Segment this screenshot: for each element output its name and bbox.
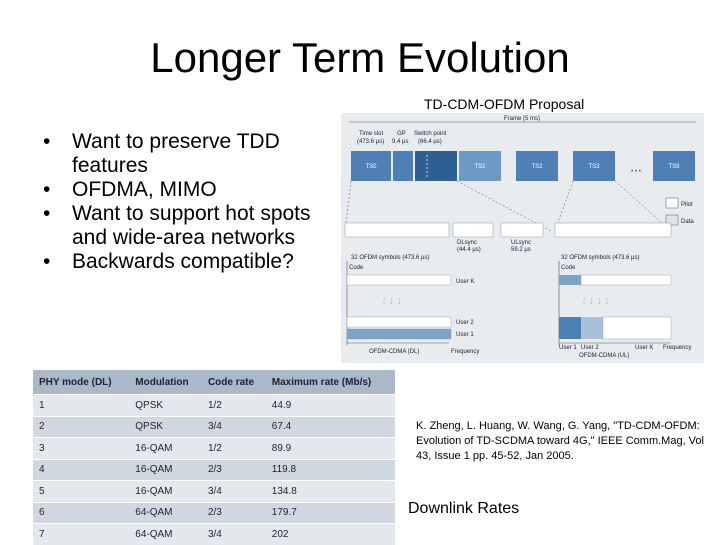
bullet-list: • Want to preserve TDD features • OFDMA, M… — [40, 130, 330, 274]
table-cell: 2 — [33, 415, 130, 438]
table-header-row: PHY mode (DL) Modulation Code rate Maxim… — [33, 370, 395, 395]
ul-user-1: User 1 — [559, 345, 577, 351]
table-cell: 67.4 — [265, 415, 395, 438]
table-cell: 134.8 — [265, 480, 395, 502]
dl-dots: ⋮ ⋮ ⋮ — [381, 299, 402, 305]
table-header: Code rate — [201, 370, 266, 395]
slot-ts9 — [653, 151, 695, 181]
table-caption: Downlink Rates — [408, 500, 520, 517]
table-cell: 119.8 — [265, 458, 395, 481]
bullet-text: Want to support hot spots and wide-area … — [72, 202, 311, 249]
table-cell: 179.7 — [265, 501, 395, 524]
ulsync-value: 59.2 µs — [511, 247, 531, 253]
code-label-right: Code — [561, 265, 576, 271]
table-cell: 16-QAM — [129, 480, 202, 502]
legend-pilot-swatch — [665, 197, 679, 209]
ul-frequency: Frequency — [663, 345, 691, 351]
table-cell: 44.9 — [265, 394, 395, 416]
figure-caption: TD-CDM-OFDM Proposal — [424, 96, 585, 112]
downlink-rates-table: PHY mode (DL) Modulation Code rate Maxim… — [33, 370, 395, 545]
time-slot-value: (473.6 µs) — [357, 139, 384, 145]
table-row: 1 QPSK 1/2 44.9 — [33, 394, 395, 416]
legend-pilot: Pilot — [681, 202, 693, 208]
table-cell: 64-QAM — [129, 523, 202, 545]
table-row: 3 16-QAM 1/2 89.9 — [33, 437, 395, 459]
ul-user-2: User 2 — [581, 345, 599, 351]
dl-user-2: User 2 — [456, 320, 474, 326]
slot-ts0 — [351, 151, 391, 181]
dlsync-value: (44.4 µs) — [457, 247, 481, 253]
bullet-item: • OFDMA, MIMO — [43, 178, 217, 201]
ul-user-k: User K — [635, 345, 653, 351]
bullet-item: • Want to support hot spots and wide-area… — [43, 202, 311, 249]
ul-axis-label: OFDM-CDMA (UL) — [579, 353, 629, 359]
slot-label: TS0 — [365, 164, 377, 170]
ofdm-left-label: 32 OFDM symbols (473.6 µs) — [351, 255, 429, 261]
table-cell: 3 — [33, 437, 130, 459]
ul-dots: ⋮ ⋮ ⋮ ⋮ — [581, 299, 610, 305]
slot-gp — [393, 151, 413, 181]
table-row: 5 16-QAM 3/4 134.8 — [33, 480, 395, 502]
table-cell: 202 — [265, 523, 395, 545]
table-cell: 6 — [33, 501, 130, 524]
table-row: 4 16-QAM 2/3 119.8 — [33, 458, 395, 481]
slot-label: TS1 — [474, 164, 486, 170]
slide-title: Longer Term Evolution — [150, 34, 570, 81]
ofdm-right-label: 32 OFDM symbols (473.6 µs) — [561, 255, 639, 261]
dl-frequency: Frequency — [451, 349, 479, 355]
table-cell: 3/4 — [201, 415, 266, 438]
table-cell: 2/3 — [201, 501, 266, 524]
table-cell: 4 — [33, 458, 130, 481]
slot-switch — [415, 151, 457, 181]
table-cell: 1 — [33, 394, 130, 416]
table-cell: 1/2 — [201, 437, 266, 459]
gp-value: 9.4 µs — [392, 139, 408, 145]
bullet-item: • Backwards compatible? — [43, 250, 294, 273]
table-cell: 64-QAM — [129, 501, 202, 524]
table-cell: 16-QAM — [129, 458, 202, 481]
table-cell: QPSK — [129, 394, 202, 416]
dlsync-label: DLsync — [457, 240, 477, 246]
table-header: PHY mode (DL) — [33, 370, 130, 395]
slot-ts2 — [516, 151, 558, 181]
ulsync-label: ULsync — [511, 240, 531, 246]
frame-structure-figure: Frame (5 ms) Time slot (473.6 µs) GP 9.4… — [341, 113, 704, 363]
citation-text: K. Zheng, L. Huang, W. Wang, G. Yang, "T… — [416, 420, 704, 462]
dl-user-1: User 1 — [456, 332, 474, 338]
table-cell: 3/4 — [201, 480, 266, 502]
switch-point-value: (66.4 µs) — [418, 139, 442, 145]
legend-data: Data — [681, 219, 694, 225]
code-label-left: Code — [349, 265, 364, 271]
dl-axis-label: OFDM-CDMA (DL) — [369, 349, 419, 355]
table-cell: 5 — [33, 480, 130, 502]
table-cell: 1/2 — [201, 394, 266, 416]
table-cell: QPSK — [129, 415, 202, 438]
bullet-text: Want to preserve TDD features — [72, 130, 280, 177]
dl-user-k: User K — [456, 279, 474, 285]
time-slot-label: Time slot — [359, 131, 383, 137]
table-cell: 16-QAM — [129, 437, 202, 459]
legend-data-swatch — [665, 214, 679, 226]
frame-label: Frame (5 ms) — [504, 116, 540, 122]
bullet-item: • Want to preserve TDD features — [43, 130, 280, 177]
bullet-text: Backwards compatible? — [72, 250, 294, 273]
slot-dots: • • • — [631, 169, 641, 175]
table-header: Modulation — [129, 370, 202, 395]
slot-label: TS9 — [668, 164, 680, 170]
table-cell: 3/4 — [201, 523, 266, 545]
slot-label: TS3 — [588, 164, 600, 170]
bullet-text: OFDMA, MIMO — [72, 178, 217, 201]
table-row: 7 64-QAM 3/4 202 — [33, 523, 395, 545]
slot-label: TS2 — [531, 164, 543, 170]
table-row: 6 64-QAM 2/3 179.7 — [33, 501, 395, 524]
gp-label: GP — [397, 131, 406, 137]
table-cell: 7 — [33, 523, 130, 545]
switch-point-label: Switch point — [414, 131, 447, 137]
slot-ts1 — [459, 151, 501, 181]
table-cell: 2/3 — [201, 458, 266, 481]
table-cell: 89.9 — [265, 437, 395, 459]
table-header: Maximum rate (Mb/s) — [265, 370, 395, 395]
slot-ts3 — [573, 151, 615, 181]
table-row: 2 QPSK 3/4 67.4 — [33, 415, 395, 438]
